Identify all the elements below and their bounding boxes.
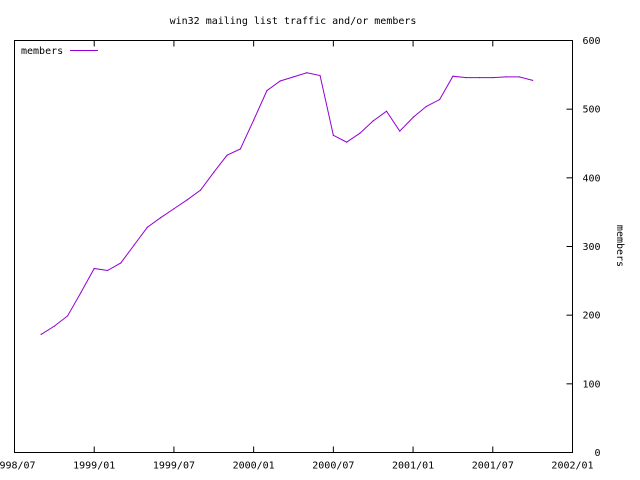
data-point [40, 333, 42, 335]
y-tick-label: 500 [582, 105, 600, 116]
data-point [306, 72, 308, 74]
series-line-members [40, 72, 533, 335]
data-point [518, 76, 520, 78]
data-point [492, 76, 494, 79]
data-point [93, 267, 95, 270]
y-tick-label: 600 [582, 36, 600, 47]
y-tick-label: 100 [582, 379, 600, 390]
x-tick-label: 2002/01 [551, 461, 593, 472]
data-point [226, 154, 228, 156]
data-point [186, 199, 188, 201]
data-point [372, 120, 374, 122]
data-point [80, 291, 82, 294]
y-axis: 0 100 200 300 400 500 600 [566, 36, 601, 459]
data-point [106, 269, 109, 272]
data-point [133, 244, 135, 246]
data-point [67, 315, 69, 317]
legend-label-members: members [21, 46, 63, 57]
data-point [173, 208, 175, 210]
data-point [532, 79, 534, 81]
plot-frame [14, 40, 573, 453]
data-point [332, 134, 334, 136]
chart-title: win32 mailing list traffic and/or member… [170, 16, 417, 27]
y-tick-label: 0 [594, 448, 600, 459]
data-point [478, 76, 481, 79]
data-point [253, 119, 255, 121]
data-point [346, 141, 348, 143]
y-tick-label: 300 [582, 242, 600, 253]
data-point [160, 217, 162, 219]
data-point [385, 110, 388, 112]
data-point [213, 171, 215, 173]
x-tick-label: 1998/07 [0, 461, 36, 472]
data-point [452, 75, 454, 77]
data-point [239, 148, 241, 150]
data-point [505, 76, 507, 78]
data-point [399, 130, 401, 132]
data-point [120, 262, 122, 264]
x-axis: 1998/07 1999/01 1999/07 2000/01 2000/07 2001/… [0, 40, 594, 472]
data-point [439, 98, 441, 101]
y-axis-label: members [614, 225, 625, 267]
data-point [359, 132, 361, 134]
x-tick-label: 1999/07 [153, 461, 195, 472]
data-point [412, 116, 414, 119]
data-point [465, 76, 467, 79]
x-tick-label: 2000/07 [312, 461, 354, 472]
data-point [319, 74, 321, 77]
y-tick-label: 400 [582, 173, 600, 184]
legend: members [21, 46, 98, 57]
x-tick-label: 1999/01 [73, 461, 115, 472]
data-point [266, 90, 268, 92]
data-point [146, 226, 148, 228]
x-tick-label: 2001/07 [472, 461, 514, 472]
x-tick-label: 2001/01 [392, 461, 434, 472]
data-point [292, 76, 295, 78]
y-tick-label: 200 [582, 311, 600, 322]
data-point [425, 105, 427, 108]
x-tick-label: 2000/01 [233, 461, 275, 472]
data-point [53, 325, 55, 327]
data-point [199, 189, 202, 191]
data-point [279, 80, 281, 82]
series-points [40, 72, 534, 335]
